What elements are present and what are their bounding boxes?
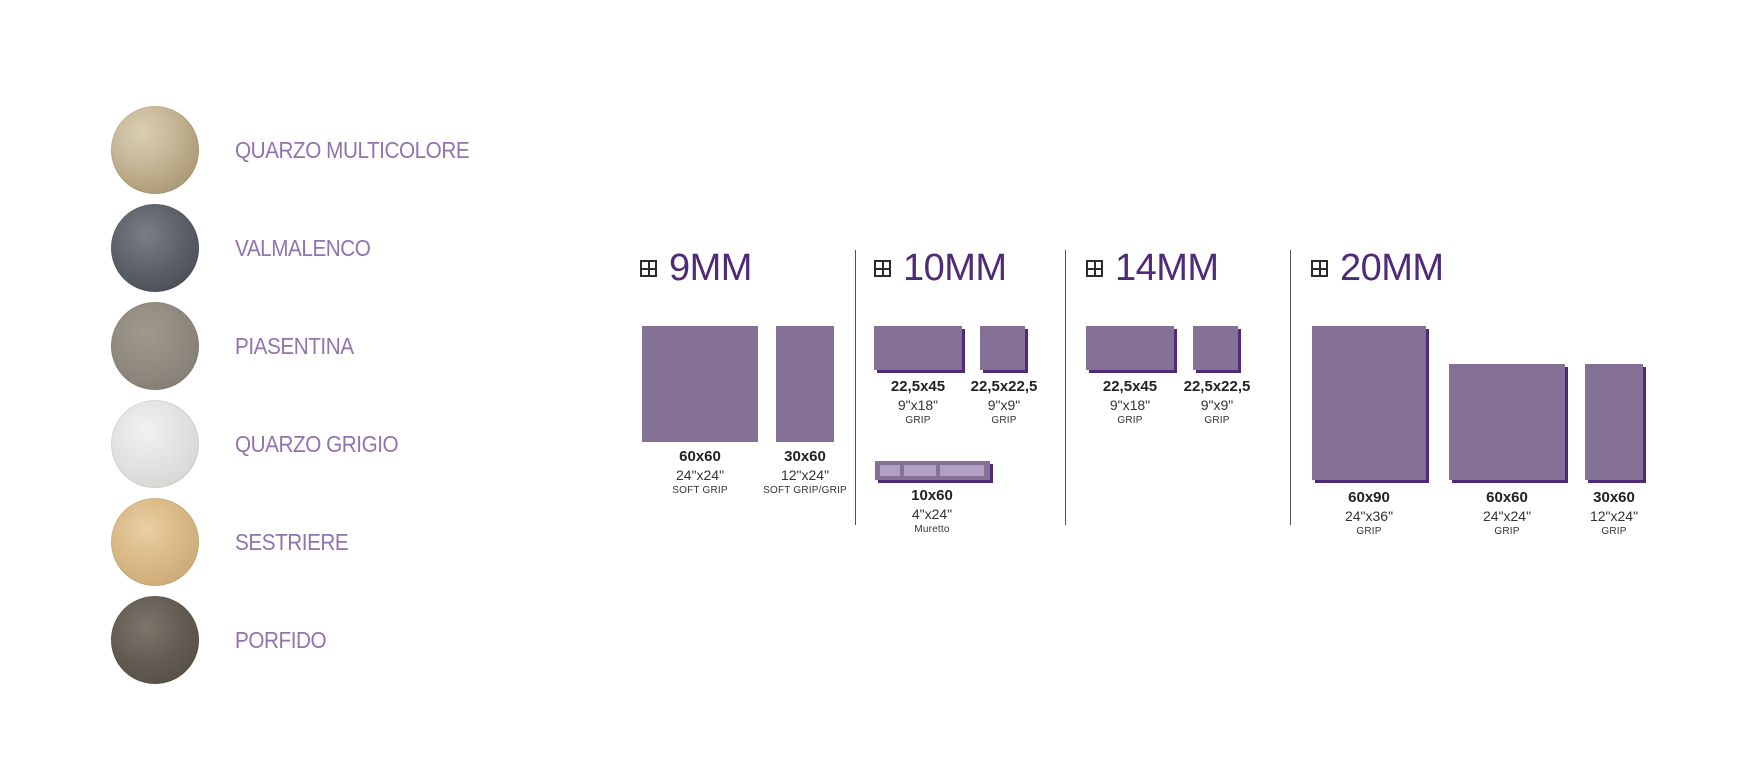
color-name: PIASENTINA	[235, 332, 354, 359]
format-metric: 22,5x45	[1102, 378, 1158, 395]
color-list: QUARZO MULTICOLORE VALMALENCO PIASENTINA…	[111, 106, 531, 694]
format-metric: 22,5x22,5	[970, 378, 1038, 395]
format-imperial: 4"x24"	[911, 506, 953, 522]
color-swatch	[111, 596, 199, 684]
format-caption-10mm-10x60: 10x60 4"x24" Muretto	[872, 487, 992, 537]
color-item-valmalenco: VALMALENCO	[111, 204, 531, 292]
thickness-label: 9MM	[669, 247, 752, 289]
color-item-porfido: PORFIDO	[111, 596, 531, 684]
color-swatch	[111, 400, 199, 488]
color-item-sestriere: SESTRIERE	[111, 498, 531, 586]
color-name: QUARZO GRIGIO	[235, 430, 399, 457]
format-imperial: 12"x24"	[1589, 508, 1639, 524]
format-caption-20mm-60x90: 60x90 24"x36" GRIP	[1309, 489, 1429, 539]
color-name: VALMALENCO	[235, 234, 371, 261]
format-caption-10mm-22-5x45: 22,5x45 9"x18" GRIP	[872, 378, 964, 428]
thickness-label: 20MM	[1340, 247, 1444, 289]
tile-20mm-60x90	[1312, 326, 1426, 480]
format-finish: GRIP	[905, 415, 931, 426]
tile-14mm-22-5x22-5	[1193, 326, 1238, 370]
format-metric: 22,5x22,5	[1183, 378, 1251, 395]
format-metric: 30x60	[784, 448, 826, 465]
format-caption-9mm-60x60: 60x60 24"x24" SOFT GRIP	[640, 448, 760, 498]
color-item-piasentina: PIASENTINA	[111, 302, 531, 390]
format-imperial: 24"x24"	[675, 467, 725, 483]
format-imperial: 24"x24"	[1482, 508, 1532, 524]
column-divider	[855, 250, 856, 525]
format-imperial: 9"x9"	[987, 397, 1021, 413]
tile-10mm-10x60-muretto	[875, 461, 990, 480]
format-caption-10mm-22-5x22-5: 22,5x22,5 9"x9" GRIP	[962, 378, 1046, 428]
color-name: SESTRIERE	[235, 528, 349, 555]
muretto-brick	[904, 465, 936, 476]
format-metric: 30x60	[1593, 489, 1635, 506]
color-swatch	[111, 302, 199, 390]
thickness-header-20mm: 20MM	[1311, 247, 1444, 290]
format-metric: 60x90	[1348, 489, 1390, 506]
format-finish: GRIP	[1204, 415, 1230, 426]
format-imperial: 9"x9"	[1200, 397, 1234, 413]
format-metric: 60x60	[679, 448, 721, 465]
tile-9mm-60x60	[642, 326, 758, 442]
format-caption-9mm-30x60: 30x60 12"x24" SOFT GRIP/GRIP	[755, 448, 855, 498]
thickness-label: 14MM	[1115, 247, 1219, 289]
thickness-header-14mm: 14MM	[1086, 247, 1219, 290]
thickness-header-10mm: 10MM	[874, 247, 1007, 290]
format-metric: 10x60	[911, 487, 953, 504]
tile-9mm-30x60	[776, 326, 834, 442]
color-swatch	[111, 106, 199, 194]
muretto-brick	[940, 465, 984, 476]
tile-10mm-22-5x45	[874, 326, 962, 370]
format-finish: SOFT GRIP	[672, 485, 728, 496]
column-divider	[1065, 250, 1066, 525]
color-name: QUARZO MULTICOLORE	[235, 136, 470, 163]
column-divider	[1290, 250, 1291, 525]
format-caption-14mm-22-5x22-5: 22,5x22,5 9"x9" GRIP	[1175, 378, 1259, 428]
format-caption-14mm-22-5x45: 22,5x45 9"x18" GRIP	[1084, 378, 1176, 428]
thickness-icon	[874, 260, 891, 277]
format-imperial: 9"x18"	[897, 397, 939, 413]
color-item-quarzo-multicolore: QUARZO MULTICOLORE	[111, 106, 531, 194]
format-imperial: 24"x36"	[1344, 508, 1394, 524]
tile-14mm-22-5x45	[1086, 326, 1174, 370]
tile-20mm-60x60	[1449, 364, 1565, 480]
color-name: PORFIDO	[235, 626, 327, 653]
thickness-icon	[640, 260, 657, 277]
thickness-header-9mm: 9MM	[640, 247, 752, 290]
format-caption-20mm-30x60: 30x60 12"x24" GRIP	[1566, 489, 1662, 539]
color-item-quarzo-grigio: QUARZO GRIGIO	[111, 400, 531, 488]
color-swatch	[111, 204, 199, 292]
format-metric: 22,5x45	[890, 378, 946, 395]
color-swatch	[111, 498, 199, 586]
muretto-brick	[880, 465, 900, 476]
thickness-icon	[1086, 260, 1103, 277]
thickness-label: 10MM	[903, 247, 1007, 289]
format-finish: Muretto	[914, 524, 950, 535]
format-finish: SOFT GRIP/GRIP	[763, 485, 847, 496]
tile-10mm-22-5x22-5	[980, 326, 1025, 370]
format-metric: 60x60	[1486, 489, 1528, 506]
format-finish: GRIP	[991, 415, 1017, 426]
format-imperial: 12"x24"	[780, 467, 830, 483]
tile-20mm-30x60	[1585, 364, 1643, 480]
format-finish: GRIP	[1494, 526, 1520, 537]
thickness-icon	[1311, 260, 1328, 277]
format-finish: GRIP	[1117, 415, 1143, 426]
format-imperial: 9"x18"	[1109, 397, 1151, 413]
format-finish: GRIP	[1601, 526, 1627, 537]
format-caption-20mm-60x60: 60x60 24"x24" GRIP	[1447, 489, 1567, 539]
format-finish: GRIP	[1356, 526, 1382, 537]
